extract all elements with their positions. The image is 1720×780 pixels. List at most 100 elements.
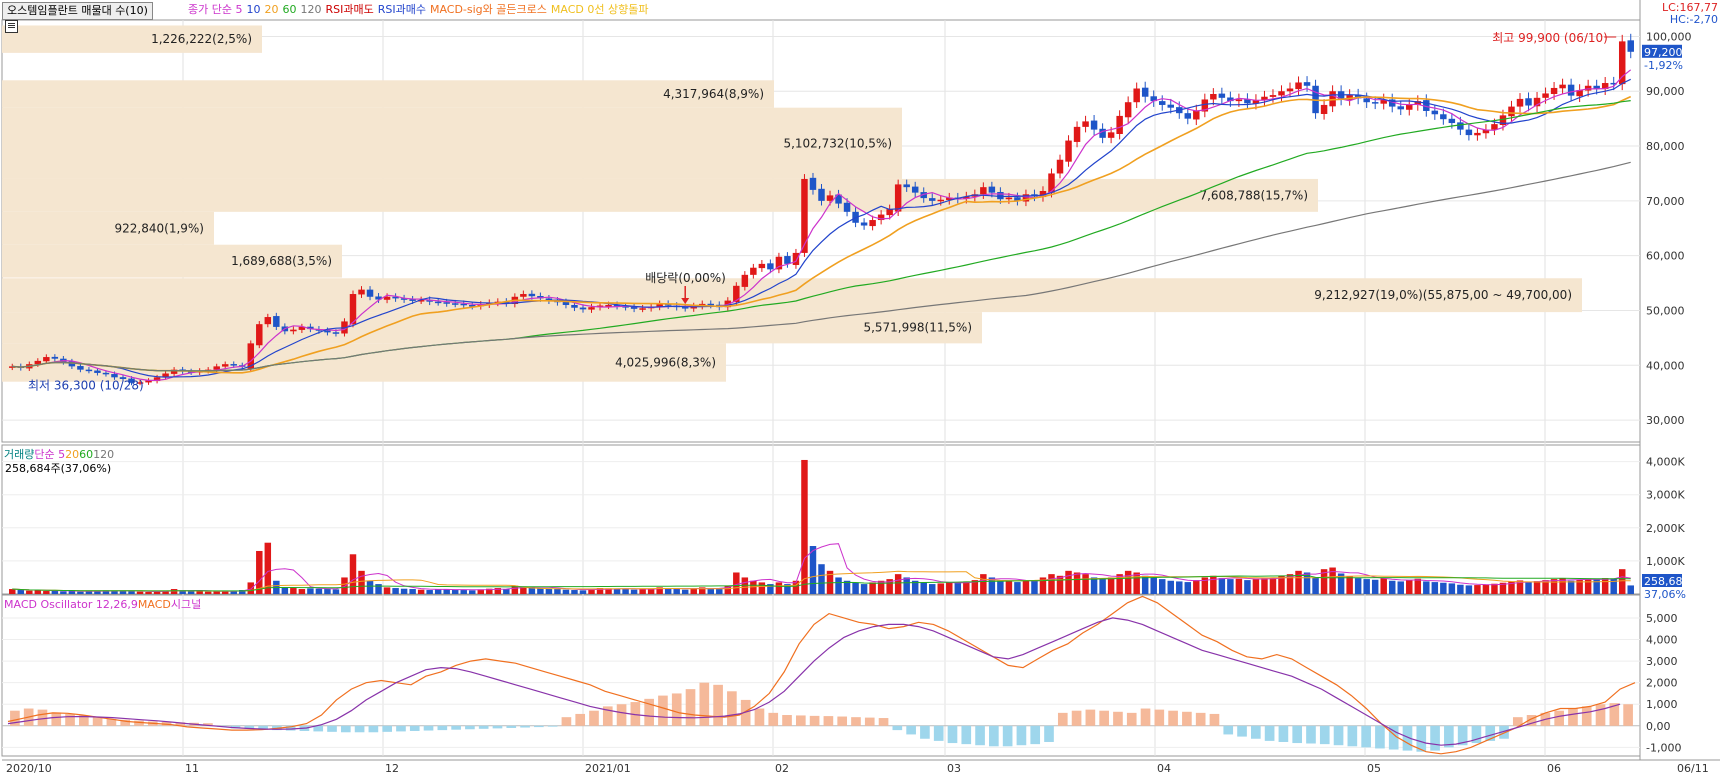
volume-bar <box>1039 577 1047 594</box>
current-volume-tag <box>1642 574 1682 587</box>
candle-body <box>409 299 416 301</box>
legend-item[interactable]: MACD Oscillator 12,26,9 <box>4 598 138 611</box>
macd-osc-bar <box>1099 710 1109 726</box>
legend-item[interactable]: 60 <box>282 3 297 16</box>
legend-item[interactable]: 120 <box>300 3 322 16</box>
legend-item[interactable]: 시그널 <box>170 598 202 611</box>
x-tick-label: 2021/01 <box>585 762 631 775</box>
candle-body <box>1525 98 1532 106</box>
candle-body <box>1124 102 1132 118</box>
legend-item[interactable]: 20 <box>65 448 80 461</box>
volume-bar <box>886 579 893 594</box>
macd-osc-bar <box>327 725 337 732</box>
macd-osc-bar <box>630 702 641 726</box>
candle-body <box>758 263 766 269</box>
candle-body <box>417 300 425 302</box>
legend-item[interactable]: MACD <box>137 598 171 611</box>
x-tick-label: 12 <box>385 762 399 775</box>
volume-bar <box>1346 576 1353 594</box>
volume-bar <box>128 591 135 594</box>
macd-osc-bar <box>382 725 392 732</box>
candle-body <box>1150 96 1157 102</box>
legend-item[interactable]: MACD-sig와 골든크로스 <box>429 3 547 16</box>
candle-body <box>1550 87 1558 94</box>
volume-bar <box>579 590 587 594</box>
legend-item[interactable]: RSI과매수 <box>377 3 426 16</box>
macd-osc-bar <box>106 718 117 726</box>
volume-bar <box>145 592 152 594</box>
candle-body <box>1516 98 1524 107</box>
candle-body <box>1508 106 1515 117</box>
macd-osc-bar <box>313 725 324 732</box>
current-change-text: -1,92% <box>1644 59 1683 72</box>
legend-item[interactable]: RSI과매도 <box>325 3 374 16</box>
volume-bar <box>477 589 485 594</box>
volume-bar <box>256 550 263 594</box>
volume-bar <box>307 588 314 594</box>
legend-item[interactable]: 120 <box>93 448 115 461</box>
volume-bar <box>545 588 553 594</box>
macd-osc-bar <box>878 718 889 726</box>
chart-title[interactable]: 오스템임플란트 매물대 수(10) <box>2 2 153 20</box>
macd-osc-bar <box>823 716 834 726</box>
volume-bar <box>51 590 59 594</box>
volume-profile-label: 9,212,927(19,0%)(55,875,00 ~ 49,700,00) <box>1314 288 1572 302</box>
volume-bar <box>1550 579 1558 594</box>
current-volume-pct: 37,06% <box>1644 588 1686 601</box>
legend-item[interactable]: 60 <box>79 448 94 461</box>
candle-body <box>1235 99 1243 102</box>
macd-osc-bar <box>1430 725 1440 751</box>
volume-bar <box>630 589 638 594</box>
candle-body <box>545 298 553 301</box>
macd-osc-bar <box>782 715 792 726</box>
legend-item[interactable]: 10 <box>246 3 261 16</box>
candle-body <box>639 308 646 310</box>
macd-osc-bar <box>1499 725 1509 739</box>
legend-item[interactable]: 단순 5 <box>34 448 66 461</box>
volume-subtitle: 258,684주(37,06%) <box>5 462 112 475</box>
volume-profile-label: 1,226,222(2,5%) <box>151 32 252 46</box>
macd-osc-bar <box>1347 725 1358 747</box>
macd-line <box>7 595 1636 755</box>
macd-osc-bar <box>727 691 737 726</box>
x-tick-label: 11 <box>185 762 199 775</box>
volume-bar <box>963 581 970 594</box>
candle-body <box>443 302 450 304</box>
macd-osc-bar <box>1154 709 1165 726</box>
volume-bar <box>571 590 578 594</box>
macd-osc-bar <box>1568 708 1578 726</box>
volume-bar <box>486 588 493 594</box>
macd-osc-bar <box>561 717 572 726</box>
legend-item[interactable]: 20 <box>264 3 279 16</box>
candle-body <box>1380 99 1387 104</box>
macd-osc-bar <box>1333 725 1344 746</box>
volume-bar <box>1184 582 1192 594</box>
macd-osc-bar <box>1140 708 1151 726</box>
candle-body <box>656 303 663 307</box>
volume-bar <box>1252 579 1260 594</box>
candle-body <box>571 304 578 308</box>
volume-bar <box>1303 572 1311 594</box>
volume-bar <box>835 577 842 594</box>
candle-body <box>1576 90 1583 97</box>
legend-item[interactable]: MACD 0선 상향돌파 <box>550 3 649 16</box>
legend-item[interactable]: 거래량 <box>4 448 35 461</box>
macd-osc-bar <box>975 725 985 746</box>
candle-body <box>102 372 110 375</box>
high-label: 최고 99,900 (06/10) <box>1492 31 1608 45</box>
volume-bar <box>647 588 655 594</box>
macd-osc-bar <box>285 725 296 731</box>
signal-line <box>7 617 1621 746</box>
macd-osc-bar <box>244 725 255 730</box>
volume-bar <box>1593 579 1600 594</box>
table-icon[interactable] <box>5 20 18 33</box>
macd-osc-bar <box>520 725 530 728</box>
legend-item[interactable]: 종가 단순 5 <box>188 3 243 16</box>
volume-bar <box>187 591 195 594</box>
volume-bar <box>94 591 101 594</box>
candle-body <box>145 380 152 383</box>
volume-bar <box>596 588 604 594</box>
volume-bar <box>792 580 800 594</box>
candle-body <box>94 370 101 373</box>
